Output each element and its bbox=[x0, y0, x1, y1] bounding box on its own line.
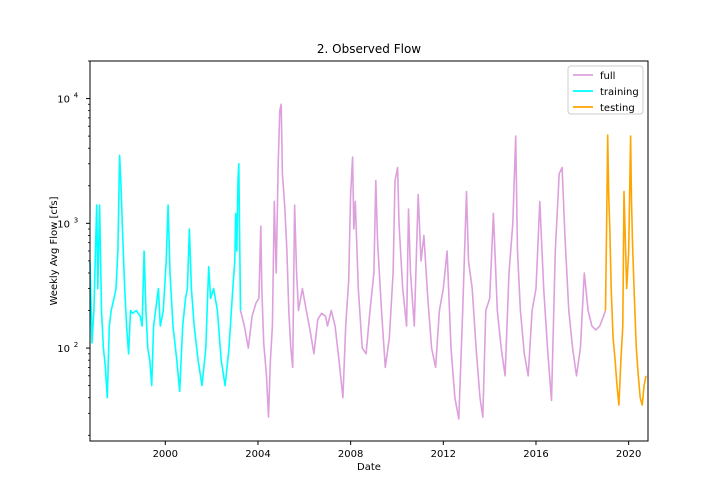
y-tick-label: 10 bbox=[57, 344, 70, 355]
legend-label-full: full bbox=[600, 71, 615, 82]
y-axis-label: Weekly Avg Flow [cfs] bbox=[49, 196, 60, 305]
x-tick-label: 2000 bbox=[153, 449, 178, 460]
chart-title: 2. Observed Flow bbox=[317, 42, 421, 56]
x-tick-label: 2008 bbox=[338, 449, 363, 460]
y-axis: 10 2 10 3 10 4 bbox=[57, 60, 90, 436]
legend: full training testing bbox=[567, 65, 644, 115]
x-axis-label: Date bbox=[357, 462, 381, 473]
legend-label-testing: testing bbox=[600, 103, 635, 114]
y-tick-exponent: 3 bbox=[74, 216, 78, 224]
legend-label-training: training bbox=[600, 87, 639, 98]
y-tick-exponent: 2 bbox=[74, 341, 78, 349]
legend-box bbox=[567, 65, 644, 115]
plot-area: 2000 2004 2008 2012 2016 2020 10 2 10 3 10 4 bbox=[57, 60, 649, 460]
axes-frame bbox=[89, 60, 649, 442]
series-line-training bbox=[89, 154, 242, 399]
x-tick-label: 2016 bbox=[523, 449, 548, 460]
x-tick-label: 2020 bbox=[616, 449, 641, 460]
y-tick-base: 10 bbox=[57, 219, 70, 230]
y-tick-exponent: 4 bbox=[74, 92, 79, 100]
x-axis: 2000 2004 2008 2012 2016 2020 bbox=[153, 441, 641, 460]
series-line-testing bbox=[604, 134, 647, 406]
y-tick-label: 10 bbox=[57, 219, 70, 230]
y-tick-label: 10 bbox=[57, 95, 70, 106]
x-tick-label: 2012 bbox=[431, 449, 456, 460]
y-tick-base: 10 bbox=[57, 344, 70, 355]
series-line-full bbox=[239, 103, 607, 420]
x-tick-label: 2004 bbox=[245, 449, 270, 460]
y-tick-base: 10 bbox=[57, 95, 70, 106]
series-layer bbox=[89, 103, 647, 420]
